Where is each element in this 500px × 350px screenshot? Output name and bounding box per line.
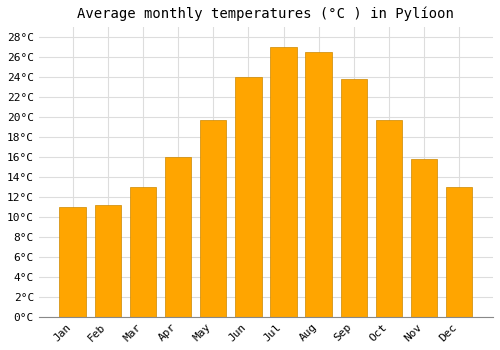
Bar [130,187,156,317]
Bar [446,187,472,317]
Bar [270,47,296,317]
Bar [235,77,262,317]
Bar [60,207,86,317]
Bar [411,159,438,317]
Bar [94,205,121,317]
Bar [200,120,226,317]
Bar [376,120,402,317]
Title: Average monthly temperatures (°C ) in Pylíoon: Average monthly temperatures (°C ) in Py… [78,7,454,21]
Bar [165,157,191,317]
Bar [340,79,367,317]
Bar [306,52,332,317]
